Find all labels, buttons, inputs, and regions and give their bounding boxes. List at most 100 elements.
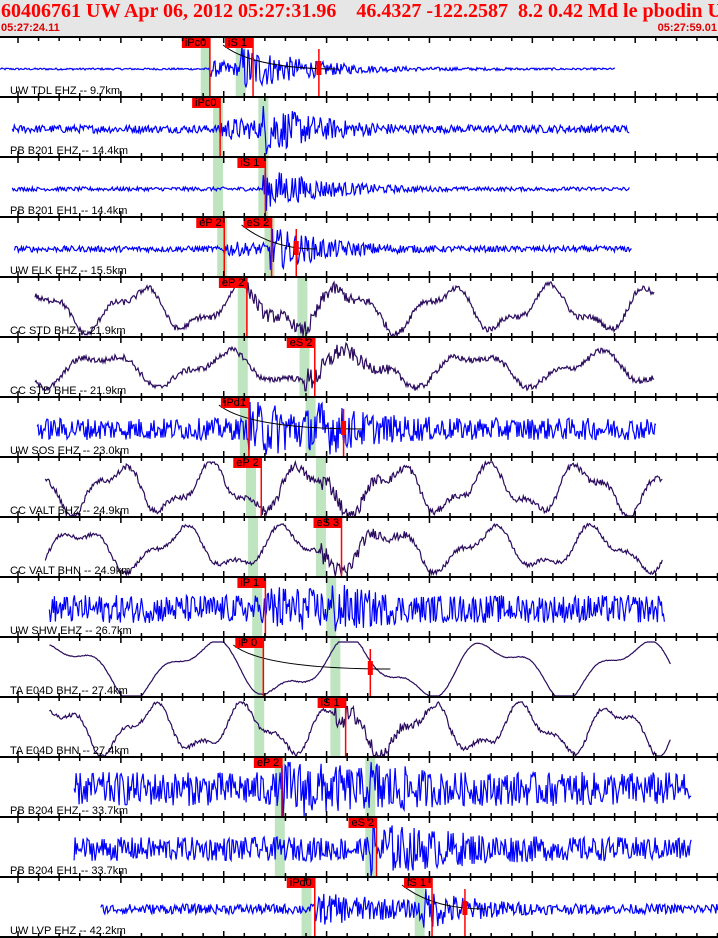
station-label: UW TDL EHZ -- 9.7km (10, 85, 120, 97)
pick-label: iPc0 (195, 97, 216, 109)
pick-label: iPd1 (224, 397, 246, 409)
station-label: TA E04D BHN -- 27.4km (10, 745, 129, 757)
station-label: PB B201 EH1 -- 14.4km (10, 205, 127, 217)
theoretical-arrival-band (315, 457, 326, 517)
station-label: PB B204 EHZ -- 33.7km (10, 805, 128, 817)
coda-decay-curve (218, 404, 364, 430)
trace-panel: eS 2 PB B204 EH1 -- 33.7km (10, 817, 692, 877)
trace-panel: iP 0 TA E04D BHZ -- 27.4km (10, 637, 671, 697)
pick-label-box (235, 637, 264, 648)
station-label: UW ELK EHZ -- 15.5km (10, 265, 127, 277)
pick-label-box (192, 97, 221, 108)
pick-label-box (348, 817, 377, 828)
pick-label-box (404, 877, 433, 888)
theoretical-arrival-band (274, 757, 285, 817)
event-title: 60406761 UW Apr 06, 2012 05:27:31.96 46.… (1, 0, 718, 22)
coda-decay-curve (401, 884, 485, 910)
pick-label: eP 2 (222, 277, 244, 289)
trace-panel: eS 3 CC VALT BHN -- 24.9km (10, 517, 663, 577)
waveform (73, 761, 692, 817)
theoretical-arrival-band (217, 217, 228, 277)
theoretical-arrival-band (237, 277, 248, 337)
station-label: PB B201 EHZ -- 14.4km (10, 145, 128, 157)
pick-label-box (286, 877, 315, 888)
theoretical-arrival-band (297, 277, 308, 337)
trace-panel: eP 2 eS 2 UW ELK EHZ -- 15.5km (10, 217, 632, 277)
pick-label: eS 3 (317, 517, 340, 529)
waveform (36, 401, 657, 455)
pick-label: eP 2 (199, 217, 221, 229)
station-label: PB B204 EH1 -- 33.7km (10, 865, 127, 877)
pick-label: eS 2 (247, 217, 270, 229)
pick-label-box (237, 157, 266, 168)
pick-label: eS 2 (290, 337, 313, 349)
coda-decay-curve (241, 224, 317, 250)
station-label: UW SHW EHZ -- 26.7km (10, 625, 132, 637)
waveform (11, 105, 630, 155)
theoretical-arrival-band (248, 517, 259, 577)
station-label: CC VALT BHN -- 24.9km (10, 565, 130, 577)
pick-label-box (313, 517, 342, 528)
station-label: CC STD BHZ -- 21.9km (10, 325, 126, 337)
theoretical-arrival-band (299, 337, 310, 397)
theoretical-arrival-band (252, 577, 263, 637)
trace-panel: iP 1 UW SHW EHZ -- 26.7km (10, 577, 665, 637)
coda-marker-box (293, 241, 299, 255)
waveform (44, 459, 663, 518)
pick-label: iP 0 (238, 637, 257, 649)
station-label: CC VALT BHZ -- 24.9km (10, 505, 129, 517)
pick-label: iPd0 (290, 877, 312, 889)
theoretical-arrival-band (274, 817, 285, 877)
pick-label-box (233, 457, 262, 468)
coda-marker-box (367, 661, 373, 675)
waveform (100, 888, 718, 928)
start-time: 05:27:24.11 (1, 22, 60, 34)
waveform (48, 584, 665, 632)
station-label: UW SOS EHZ -- 23.0km (10, 445, 129, 457)
trace-panel: eS 2 CC STD BHE -- 21.9km (10, 337, 655, 397)
pick-label-box (196, 217, 225, 228)
pick-label-box (225, 37, 254, 48)
coda-marker-box (341, 421, 347, 435)
pick-label: iP 1 (240, 577, 259, 589)
theoretical-arrival-band (414, 877, 425, 937)
theoretical-arrival-band (258, 97, 269, 157)
waveform (73, 823, 692, 877)
pick-label-box (317, 697, 346, 708)
pick-label: eS 2 (351, 817, 374, 829)
theoretical-arrival-band (330, 697, 341, 757)
waveform (11, 167, 630, 211)
trace-panel: eP 2 CC STD BHZ -- 21.9km (10, 277, 655, 339)
theoretical-arrival-band (245, 457, 256, 517)
waveform (49, 700, 671, 758)
waveform (34, 341, 655, 392)
pick-label: eP 2 (236, 457, 258, 469)
trace-panel: iPc0 PB B201 EHZ -- 14.4km (10, 97, 630, 157)
theoretical-arrival-band (254, 637, 265, 697)
pick-label: iS 1 (240, 157, 259, 169)
theoretical-arrival-band (213, 157, 224, 217)
theoretical-arrival-band (237, 337, 248, 397)
end-time: 05:27:59.01 (657, 22, 717, 34)
pick-label: eP 2 (257, 757, 279, 769)
pick-label-box (220, 397, 249, 408)
coda-marker-box (462, 901, 468, 915)
trace-panel: iS 1 TA E04D BHN -- 27.4km (10, 697, 671, 758)
station-label: TA E04D BHZ -- 27.4km (10, 685, 128, 697)
theoretical-arrival-band (200, 37, 211, 97)
pick-label: iS 1 (228, 37, 247, 49)
trace-panel: eP 2 PB B204 EHZ -- 33.7km (10, 757, 692, 817)
waveform (13, 228, 632, 271)
pick-label-box (286, 337, 315, 348)
station-label: UW LVP EHZ -- 42.2km (10, 925, 126, 937)
trace-panel: eP 2 CC VALT BHZ -- 24.9km (10, 457, 663, 518)
pick-label: iS 1 (407, 877, 426, 889)
coda-marker-box (316, 61, 322, 75)
coda-decay-curve (233, 644, 391, 670)
waveform (34, 280, 655, 339)
pick-label: iS 1 (321, 697, 340, 709)
header-bar: 60406761 UW Apr 06, 2012 05:27:31.96 46.… (0, 0, 718, 37)
pick-label-box (237, 577, 266, 588)
